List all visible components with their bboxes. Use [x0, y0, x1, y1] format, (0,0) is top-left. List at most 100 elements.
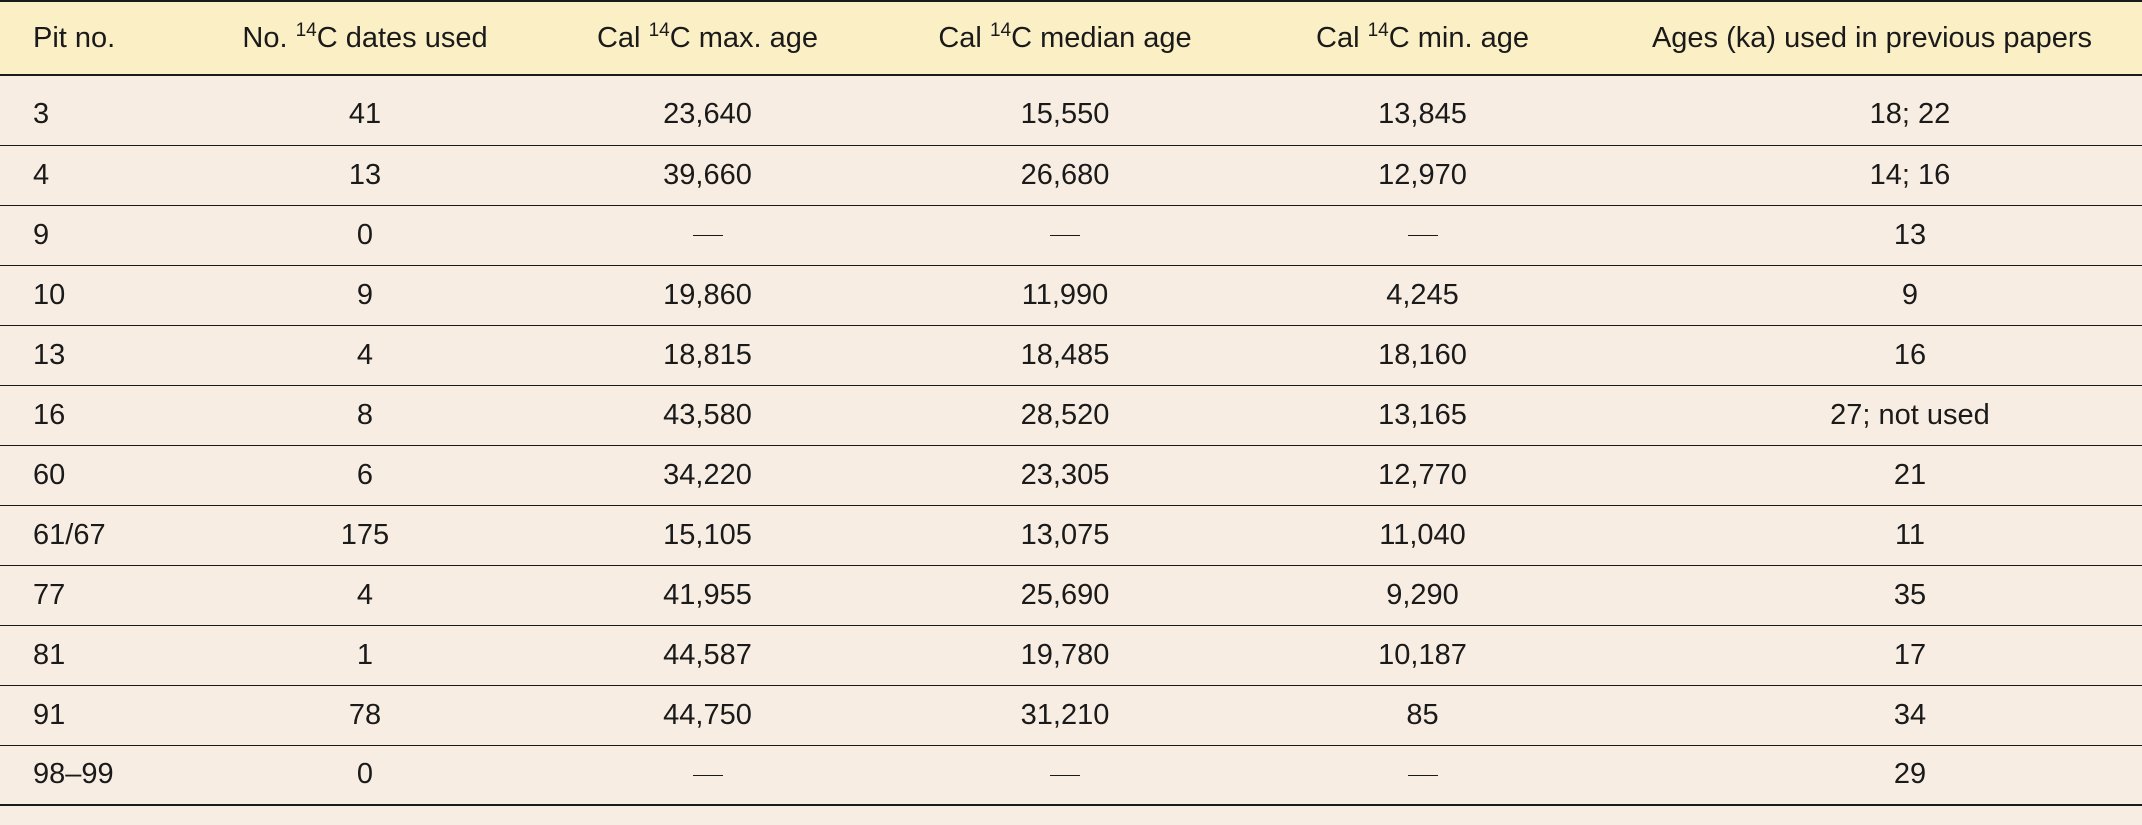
cell-min-age: 4,245 — [1386, 278, 1459, 311]
cell-dates-used: 0 — [356, 218, 374, 251]
cell-median-age: 11,990 — [1021, 278, 1109, 311]
cell-max-age: 18,815 — [663, 338, 752, 371]
cell-dates-used: 4 — [356, 338, 374, 371]
cell-previous-ages: 14; 16 — [1869, 158, 1951, 191]
cell-pit-no: 4 — [33, 158, 50, 191]
header-cal-14c-max-age: Cal 14C max. age — [596, 19, 818, 54]
empty-value-dash — [692, 775, 723, 777]
cell-dates-used: 6 — [356, 458, 374, 491]
cell-pit-no: 81 — [33, 638, 66, 671]
cell-dates-used: 1 — [356, 638, 374, 671]
cell-pit-no: 61/67 — [33, 518, 106, 551]
cell-median-age: 13,075 — [1020, 518, 1110, 551]
cell-median-age: 19,780 — [1020, 638, 1110, 671]
cell-dates-used: 13 — [348, 158, 382, 191]
table-row: 4 13 39,660 26,680 12,970 14; 16 — [0, 145, 2142, 205]
cell-dates-used: 0 — [356, 758, 374, 791]
table-row: 81 1 44,587 19,780 10,187 17 — [0, 625, 2142, 685]
cell-min-age: 85 — [1406, 698, 1439, 731]
cell-pit-no: 16 — [33, 398, 66, 431]
cell-min-age — [1245, 745, 1600, 805]
table-row: 77 4 41,955 25,690 9,290 35 — [0, 565, 2142, 625]
cell-min-age: 12,970 — [1378, 158, 1467, 191]
cell-median-age: 25,690 — [1020, 578, 1110, 611]
header-ages-previous-papers: Ages (ka) used in previous papers — [1651, 21, 2093, 54]
cell-max-age: 44,750 — [663, 698, 752, 731]
header-row: Pit no. No. 14C dates used Cal 14C max. … — [0, 1, 2142, 75]
cell-max-age: 34,220 — [663, 458, 752, 491]
cell-max-age: 39,660 — [663, 158, 752, 191]
header-pit-no: Pit no. — [33, 21, 116, 54]
cell-previous-ages: 16 — [1893, 338, 1927, 371]
cell-previous-ages: 35 — [1893, 578, 1927, 611]
cell-median-age — [885, 205, 1245, 265]
table-row: 60 6 34,220 23,305 12,770 21 — [0, 445, 2142, 505]
header-cal-14c-min-age: Cal 14C min. age — [1316, 19, 1529, 54]
cell-min-age: 11,040 — [1379, 518, 1466, 551]
cell-previous-ages: 27; not used — [1830, 398, 1990, 431]
cell-pit-no: 60 — [33, 458, 66, 491]
cell-max-age — [530, 205, 885, 265]
cell-previous-ages: 9 — [1901, 278, 1919, 311]
cell-max-age — [530, 745, 885, 805]
cell-pit-no: 13 — [33, 338, 66, 371]
cell-min-age: 13,165 — [1378, 398, 1467, 431]
cell-dates-used: 8 — [356, 398, 374, 431]
table-header: Pit no. No. 14C dates used Cal 14C max. … — [0, 1, 2142, 75]
empty-value-dash — [1407, 775, 1438, 777]
cell-min-age — [1245, 205, 1600, 265]
cell-median-age: 28,520 — [1020, 398, 1110, 431]
cell-pit-no: 9 — [33, 218, 50, 251]
cell-max-age: 44,587 — [663, 638, 752, 671]
empty-value-dash — [692, 235, 723, 237]
cell-median-age: 15,550 — [1020, 98, 1110, 131]
cell-dates-used: 41 — [348, 98, 382, 131]
cell-median-age: 23,305 — [1020, 458, 1110, 491]
cell-pit-no: 3 — [33, 98, 50, 131]
cell-min-age: 12,770 — [1378, 458, 1467, 491]
table-row: 98–99 0 29 — [0, 745, 2142, 805]
table-row: 16 8 43,580 28,520 13,165 27; not used — [0, 385, 2142, 445]
header-cal-14c-median-age: Cal 14C median age — [938, 19, 1192, 54]
table-body: 3 41 23,640 15,550 13,845 18; 22 4 13 39,660 26,6… — [0, 75, 2142, 805]
header-no-14c-dates-used: No. 14C dates used — [242, 19, 488, 54]
table-row: 91 78 44,750 31,210 85 34 — [0, 685, 2142, 745]
table-spacer — [0, 75, 2142, 85]
cell-previous-ages: 11 — [1894, 518, 1926, 551]
cell-previous-ages: 13 — [1893, 218, 1927, 251]
empty-value-dash — [1407, 235, 1438, 237]
cell-previous-ages: 18; 22 — [1869, 98, 1951, 131]
cell-median-age — [885, 745, 1245, 805]
radiocarbon-ages-table: Pit no. No. 14C dates used Cal 14C max. … — [0, 1, 2142, 805]
cell-max-age: 23,640 — [663, 98, 752, 131]
table-row: 13 4 18,815 18,485 18,160 16 — [0, 325, 2142, 385]
cell-previous-ages: 17 — [1893, 638, 1927, 671]
cell-min-age: 10,187 — [1378, 638, 1467, 671]
cell-pit-no: 77 — [33, 578, 66, 611]
cell-dates-used: 9 — [356, 278, 374, 311]
cell-pit-no: 10 — [33, 278, 66, 311]
table-row: 10 9 19,860 11,990 4,245 9 — [0, 265, 2142, 325]
cell-min-age: 18,160 — [1378, 338, 1467, 371]
cell-min-age: 13,845 — [1378, 98, 1467, 131]
empty-value-dash — [1050, 775, 1080, 777]
cell-previous-ages: 34 — [1893, 698, 1927, 731]
cell-max-age: 43,580 — [663, 398, 752, 431]
table-row: 9 0 13 — [0, 205, 2142, 265]
cell-previous-ages: 29 — [1893, 758, 1927, 791]
table-row: 61/67 175 15,105 13,075 11,040 11 — [0, 505, 2142, 565]
cell-max-age: 41,955 — [663, 578, 752, 611]
cell-dates-used: 4 — [356, 578, 374, 611]
cell-max-age: 19,860 — [663, 278, 752, 311]
table-row: 3 41 23,640 15,550 13,845 18; 22 — [0, 85, 2142, 145]
cell-median-age: 18,485 — [1020, 338, 1110, 371]
cell-median-age: 31,210 — [1020, 698, 1110, 731]
cell-median-age: 26,680 — [1020, 158, 1110, 191]
cell-pit-no: 98–99 — [33, 758, 114, 791]
cell-max-age: 15,105 — [663, 518, 752, 551]
cell-pit-no: 91 — [33, 698, 66, 731]
empty-value-dash — [1050, 235, 1080, 237]
cell-min-age: 9,290 — [1386, 578, 1459, 611]
cell-dates-used: 175 — [340, 518, 390, 551]
